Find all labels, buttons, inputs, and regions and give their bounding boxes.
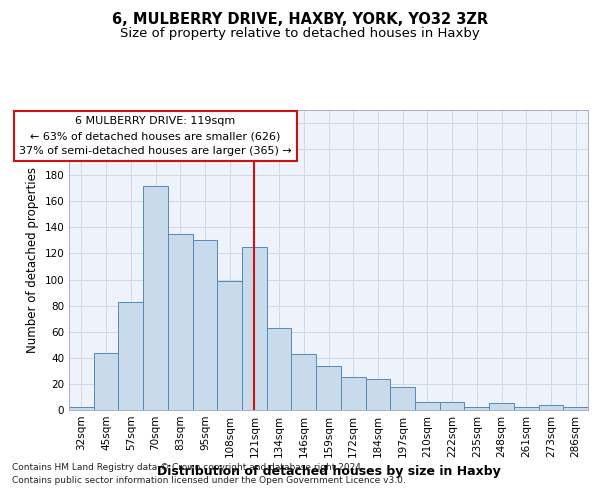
Bar bbox=[341, 378, 365, 410]
Text: Contains HM Land Registry data © Crown copyright and database right 2024.: Contains HM Land Registry data © Crown c… bbox=[12, 464, 364, 472]
Bar bbox=[415, 402, 440, 410]
Bar bbox=[69, 408, 94, 410]
Bar bbox=[316, 366, 341, 410]
Bar bbox=[440, 402, 464, 410]
Text: 6, MULBERRY DRIVE, HAXBY, YORK, YO32 3ZR: 6, MULBERRY DRIVE, HAXBY, YORK, YO32 3ZR bbox=[112, 12, 488, 28]
Bar bbox=[390, 386, 415, 410]
Bar bbox=[267, 328, 292, 410]
Y-axis label: Number of detached properties: Number of detached properties bbox=[26, 167, 39, 353]
X-axis label: Distribution of detached houses by size in Haxby: Distribution of detached houses by size … bbox=[157, 466, 500, 478]
Bar bbox=[143, 186, 168, 410]
Bar bbox=[539, 405, 563, 410]
Bar bbox=[563, 408, 588, 410]
Bar bbox=[514, 408, 539, 410]
Bar bbox=[365, 378, 390, 410]
Bar bbox=[94, 352, 118, 410]
Text: 6 MULBERRY DRIVE: 119sqm
← 63% of detached houses are smaller (626)
37% of semi-: 6 MULBERRY DRIVE: 119sqm ← 63% of detach… bbox=[19, 116, 292, 156]
Bar bbox=[168, 234, 193, 410]
Bar bbox=[489, 404, 514, 410]
Bar bbox=[217, 281, 242, 410]
Bar bbox=[292, 354, 316, 410]
Text: Contains public sector information licensed under the Open Government Licence v3: Contains public sector information licen… bbox=[12, 476, 406, 485]
Bar bbox=[193, 240, 217, 410]
Text: Size of property relative to detached houses in Haxby: Size of property relative to detached ho… bbox=[120, 28, 480, 40]
Bar bbox=[118, 302, 143, 410]
Bar bbox=[464, 408, 489, 410]
Bar bbox=[242, 247, 267, 410]
